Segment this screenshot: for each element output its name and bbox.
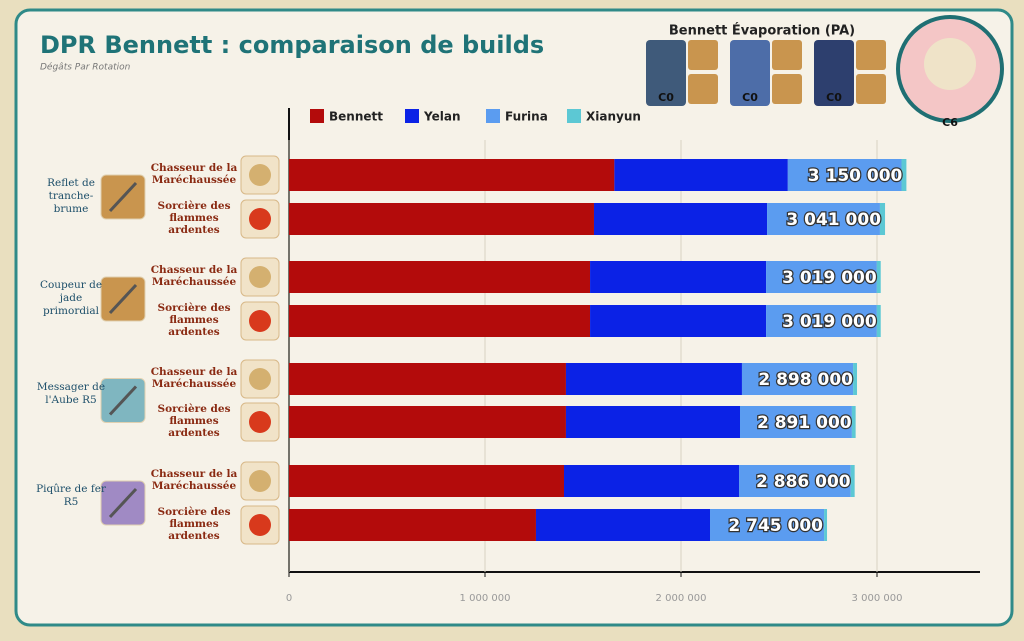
bar-segment	[876, 261, 881, 293]
bar-segment	[565, 363, 742, 395]
bar-segment	[590, 261, 767, 293]
bar-segment	[850, 465, 855, 497]
category-label: Sorcière des flammes ardentes	[157, 302, 231, 338]
bar-segment	[767, 203, 880, 235]
legend-label: Yelan	[423, 110, 460, 124]
legend-swatch	[310, 109, 324, 123]
bar-segment	[535, 509, 711, 541]
category-label: Sorcière des flammes ardentes	[157, 200, 231, 236]
bar-segment	[289, 509, 536, 541]
constellation: C6	[942, 116, 958, 129]
x-tick-label: 0	[286, 593, 292, 604]
bar-segment	[824, 509, 828, 541]
bar-segment	[787, 159, 902, 191]
weapon-icon-art	[108, 283, 138, 315]
group-label: Messager de l'Aube R5	[36, 380, 106, 406]
team-title: Bennett Évaporation (PA)	[669, 23, 855, 39]
bar-segment	[741, 363, 854, 395]
bar-segment	[876, 305, 881, 337]
total-label: 2 898 000	[758, 370, 853, 390]
bar-segment	[289, 465, 564, 497]
total-label: 3 019 000	[782, 268, 877, 288]
chart-title: DPR Bennett : comparaison de builds	[40, 31, 544, 59]
bar-segment	[289, 305, 591, 337]
bar-segment	[853, 363, 858, 395]
x-tick-label: 1 000 000	[460, 593, 511, 604]
bar-segment	[879, 203, 886, 235]
bar-segment	[766, 305, 877, 337]
legend-label: Furina	[505, 110, 548, 124]
set-icon-art	[249, 470, 271, 492]
bar-segment	[593, 203, 768, 235]
weapon-icon-art	[108, 385, 138, 416]
legend-swatch	[486, 109, 500, 123]
group-label: Reflet de tranche-brume	[47, 177, 95, 215]
bar-segment	[289, 363, 566, 395]
bar-segment	[590, 305, 767, 337]
weapon-icon-art	[108, 487, 138, 519]
bar-segment	[710, 509, 825, 541]
set-icon-art	[249, 514, 271, 536]
bar-segment	[614, 159, 788, 191]
set-icon-art	[249, 411, 271, 433]
bar-segment	[289, 406, 566, 438]
constellation: C0	[826, 91, 842, 104]
bar-segment	[901, 159, 907, 191]
set-icon-art	[249, 310, 271, 332]
portraits	[646, 15, 1004, 123]
bar-segment	[289, 159, 615, 191]
total-label: 3 019 000	[782, 312, 877, 332]
total-label: 3 150 000	[808, 166, 903, 186]
set-icon-art	[249, 208, 271, 230]
total-label: 2 891 000	[757, 413, 852, 433]
weapon-icon-art	[108, 181, 138, 213]
legend-label: Xianyun	[586, 110, 641, 124]
bar-segment	[563, 465, 740, 497]
bar-segment	[289, 261, 591, 293]
category-label: Sorcière des flammes ardentes	[157, 506, 231, 542]
legend-swatch	[567, 109, 581, 123]
bar-segment	[289, 203, 594, 235]
x-tick-label: 3 000 000	[852, 593, 903, 604]
category-label: Chasseur de la Maréchaussée	[150, 162, 238, 186]
set-icon-art	[249, 368, 271, 390]
constellation: C0	[742, 91, 758, 104]
bar-segment	[565, 406, 740, 438]
legend-label: Bennett	[329, 110, 383, 124]
set-icon-art	[249, 266, 271, 288]
x-tick-label: 2 000 000	[656, 593, 707, 604]
set-icon-art	[249, 164, 271, 186]
legend-swatch	[405, 109, 419, 123]
bar-segment	[739, 465, 851, 497]
total-label: 2 886 000	[756, 472, 851, 492]
category-label: Sorcière des flammes ardentes	[157, 403, 231, 439]
constellation: C0	[658, 91, 674, 104]
bar-segment	[766, 261, 877, 293]
category-label: Chasseur de la Maréchaussée	[150, 468, 238, 492]
bar-segment	[851, 406, 856, 438]
group-label: Piqûre de fer R5	[36, 483, 106, 508]
total-label: 3 041 000	[786, 210, 881, 230]
bar-segment	[739, 406, 852, 438]
category-label: Chasseur de la Maréchaussée	[150, 264, 238, 288]
total-label: 2 745 000	[728, 516, 823, 536]
chart-subtitle: Dégâts Par Rotation	[40, 62, 131, 73]
category-label: Chasseur de la Maréchaussée	[150, 366, 238, 390]
group-label: Coupeur de jade primordial	[39, 279, 103, 317]
